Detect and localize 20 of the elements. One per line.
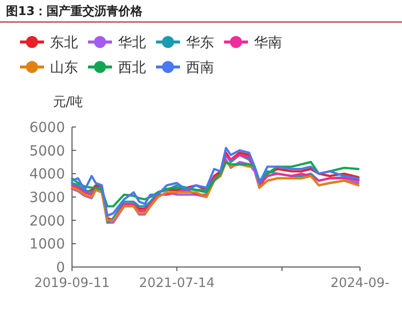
x-tick-label: 2019-09-11	[34, 276, 110, 291]
legend-label: 山东	[50, 60, 78, 76]
x-tick-label: 2021-07-14	[139, 276, 215, 291]
legend-label: 东北	[50, 35, 78, 51]
y-tick-label: 2000	[29, 213, 65, 230]
y-tick-label: 0	[56, 260, 65, 276]
legend-label: 华东	[186, 35, 214, 51]
legend-label: 华南	[254, 35, 282, 51]
chart-title: 图13：国产重交沥青价格	[6, 4, 144, 18]
y-tick-label: 6000	[29, 120, 65, 136]
legend-label: 西北	[118, 60, 146, 76]
legend-label: 华北	[118, 35, 146, 51]
x-tick-label: 2024-09-	[330, 276, 390, 291]
line-series	[70, 160, 360, 208]
y-tick-label: 5000	[29, 143, 65, 160]
legend-label: 西南	[186, 60, 214, 76]
y-tick-label: 3000	[29, 190, 65, 206]
y-tick-label: 4000	[29, 166, 65, 183]
y-tick-label: 1000	[29, 236, 65, 253]
y-axis-title: 元/吨	[52, 95, 84, 110]
